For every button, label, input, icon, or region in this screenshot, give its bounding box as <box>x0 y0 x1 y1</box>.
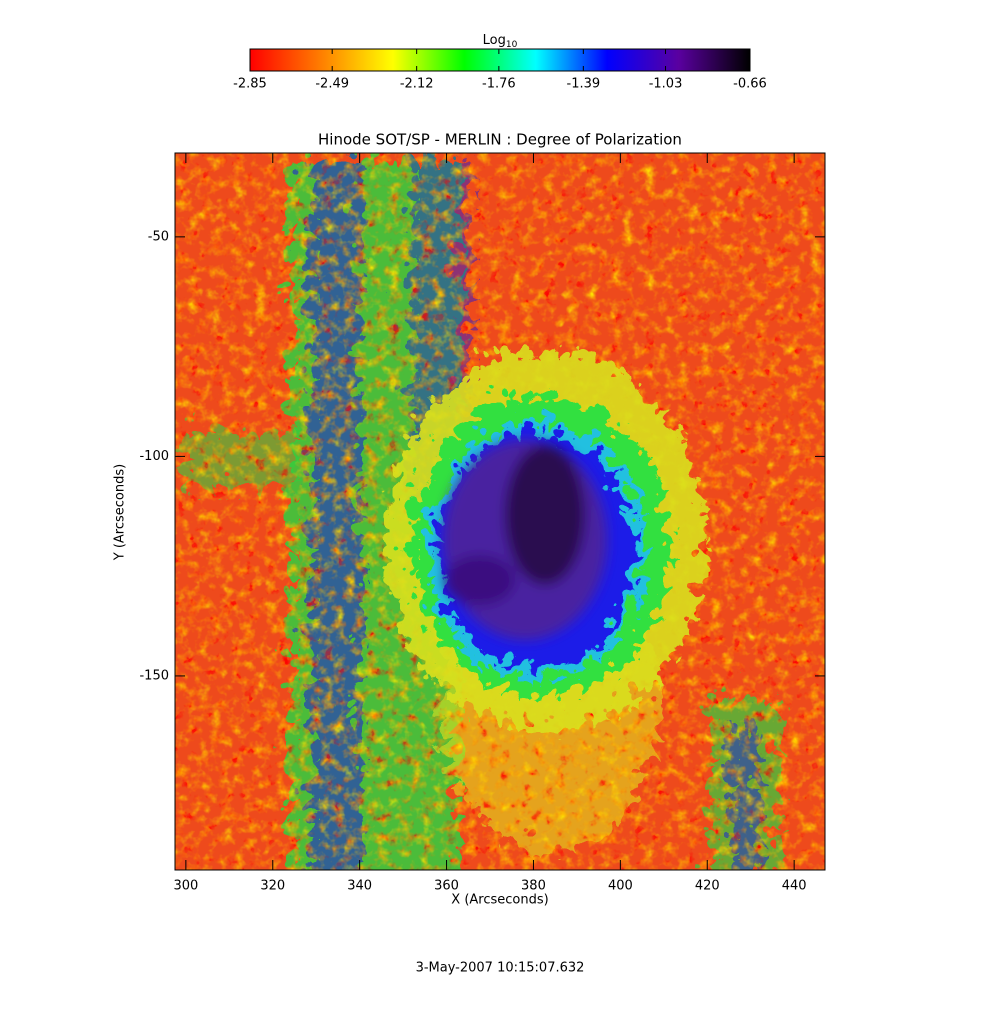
colorbar-tick-label: -1.76 <box>482 77 516 92</box>
colorbar-label-text: Log <box>483 33 506 48</box>
colorbar-label-subscript: 10 <box>506 40 518 50</box>
x-tick-label: 380 <box>521 879 546 894</box>
x-tick-label: 440 <box>782 879 807 894</box>
x-tick-label: 300 <box>173 879 198 894</box>
y-tick-label: -150 <box>139 668 169 683</box>
plot-frame <box>174 152 826 871</box>
colorbar-tick-label: -2.85 <box>233 77 267 92</box>
colorbar <box>249 48 751 72</box>
x-tick-label: 400 <box>608 879 633 894</box>
colorbar-tick-label: -0.66 <box>733 77 767 92</box>
x-tick-label: 340 <box>347 879 372 894</box>
chart-title: Hinode SOT/SP - MERLIN : Degree of Polar… <box>318 131 682 149</box>
colorbar-tick-label: -1.03 <box>649 77 683 92</box>
x-axis-label: X (Arcseconds) <box>451 893 548 908</box>
y-axis-label: Y (Arcseconds) <box>113 464 128 561</box>
colorbar-tick-label: -1.39 <box>567 77 601 92</box>
x-tick-label: 320 <box>260 879 285 894</box>
y-tick-label: -100 <box>139 449 169 464</box>
colorbar-tick-label: -2.12 <box>400 77 434 92</box>
polarization-image <box>175 153 825 870</box>
colorbar-label: Log10 <box>483 33 518 50</box>
footer-timestamp: 3-May-2007 10:15:07.632 <box>416 961 585 976</box>
colorbar-tick-label: -2.49 <box>315 77 349 92</box>
x-tick-label: 420 <box>695 879 720 894</box>
y-tick-label: -50 <box>148 229 169 244</box>
x-tick-label: 360 <box>434 879 459 894</box>
